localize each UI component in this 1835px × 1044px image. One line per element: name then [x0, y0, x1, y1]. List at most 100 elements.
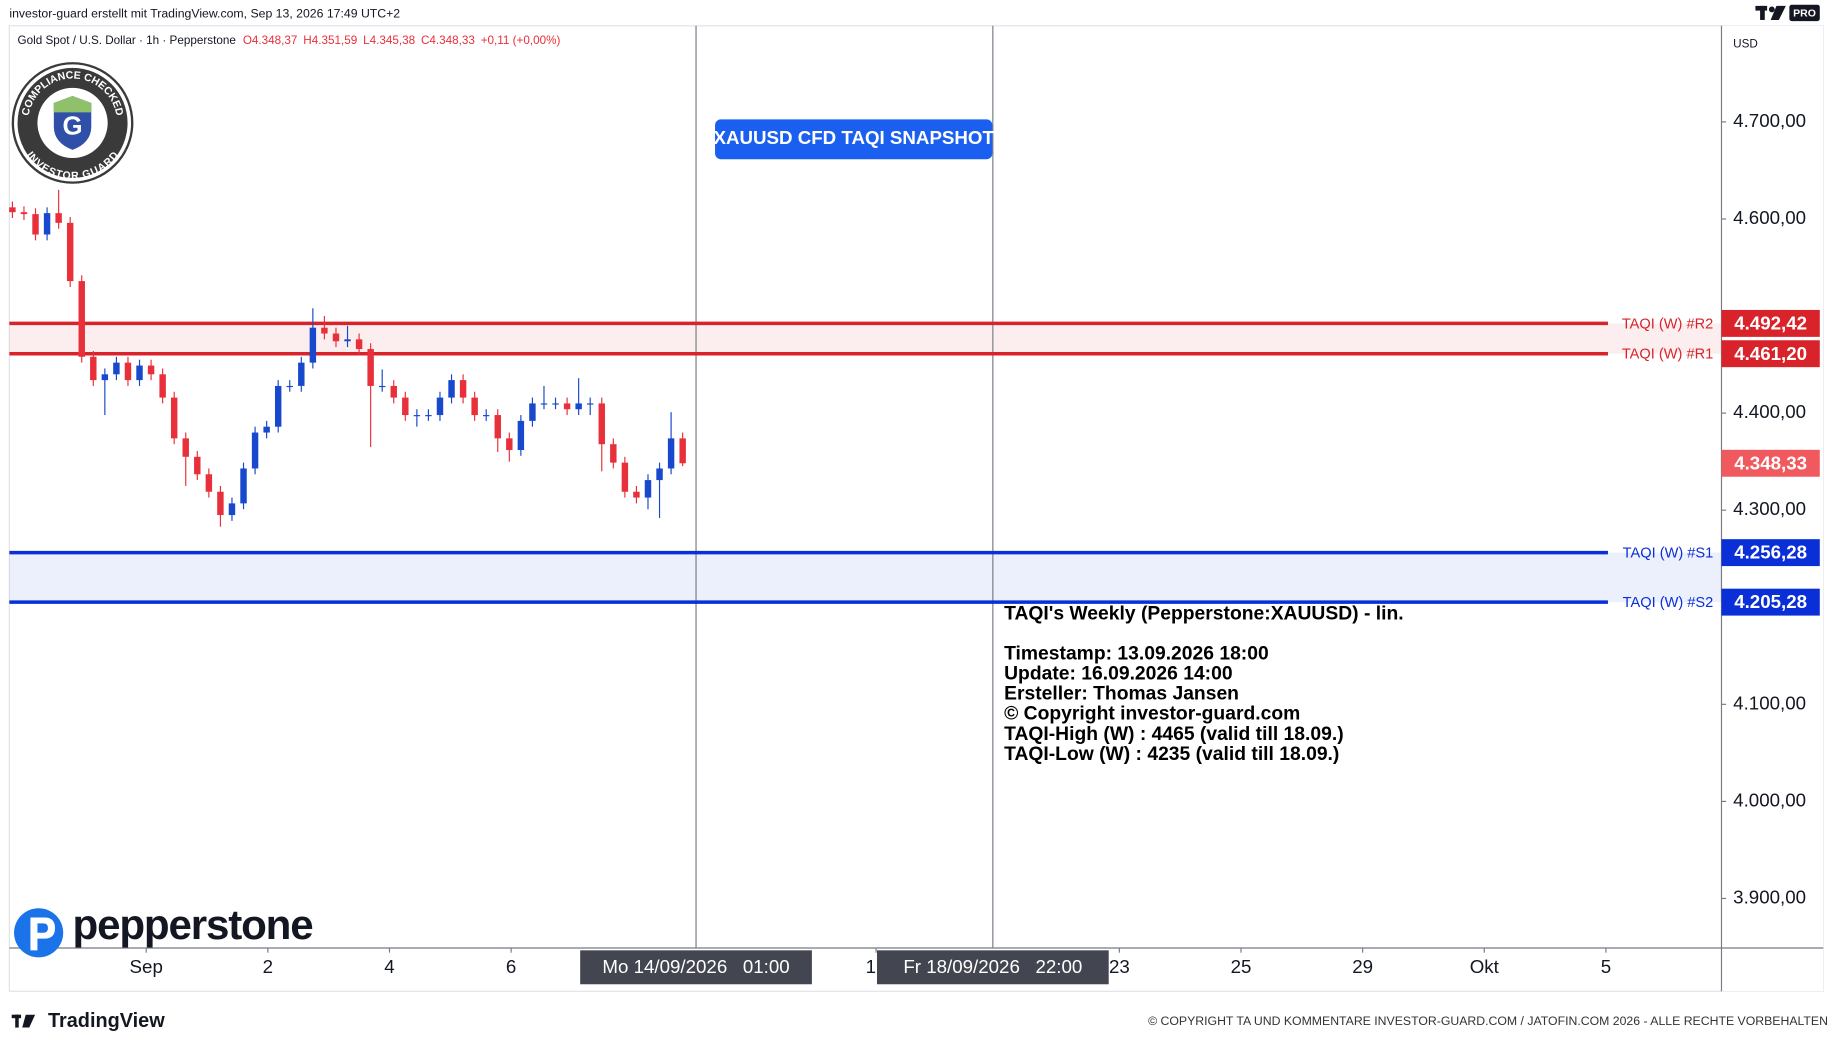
candle-body: [194, 456, 201, 475]
candle-body: [251, 432, 259, 469]
candle-body: [217, 491, 224, 516]
candle-body: [240, 468, 247, 504]
candle-body: [66, 222, 74, 282]
candle-body: [147, 365, 155, 375]
candle-body: [402, 397, 409, 416]
y-tick-label: 4.700,00: [1733, 110, 1806, 131]
candle-body: [506, 438, 513, 451]
candle-body: [367, 349, 374, 386]
x-tick-label: 23: [1109, 956, 1130, 977]
candle-body: [159, 374, 166, 398]
note-title: TAQI's Weekly (Pepperstone:XAUUSD) - lin…: [1004, 604, 1404, 625]
badge-letter: G: [63, 112, 83, 140]
candle-body: [425, 415, 432, 417]
candle-body: [124, 362, 132, 381]
note-line: TAQI-Low (W) : 4235 (valid till 18.09.): [1004, 744, 1339, 765]
badge-shield-top: [53, 96, 92, 113]
candle-body: [610, 444, 617, 463]
candle-body: [55, 213, 62, 223]
candle-body: [205, 474, 213, 492]
level-name: TAQI (W) #R2: [1622, 316, 1713, 332]
logo-badge: [1789, 4, 1820, 22]
snapshot-button-text: XAUUSD CFD TAQI SNAPSHOT: [713, 127, 994, 148]
candle-body: [182, 438, 189, 457]
candle-body: [78, 281, 85, 357]
y-tick-label: 3.900,00: [1733, 886, 1806, 907]
candle-body: [679, 438, 686, 464]
axis-bg: [1721, 25, 1824, 992]
marker-box: [876, 950, 1109, 985]
x-tick-label: Okt: [1470, 956, 1500, 977]
note-line: Ersteller: Thomas Jansen: [1004, 684, 1239, 705]
candle-body: [170, 397, 178, 439]
candle-body: [494, 415, 501, 439]
candle-body: [309, 327, 317, 363]
candle-body: [20, 212, 28, 215]
note-line: © Copyright investor-guard.com: [1004, 704, 1300, 725]
x-tick-label: 4: [384, 956, 394, 977]
y-tick-label: 4.000,00: [1733, 789, 1806, 810]
legend-value: +0,11 (+0,00%): [481, 34, 561, 47]
candle-body: [263, 426, 270, 433]
candle-body: [621, 462, 629, 492]
candle-body: [448, 380, 455, 398]
note-line: Update: 16.09.2026 14:00: [1004, 663, 1232, 684]
candle-body: [332, 333, 340, 342]
currency: USD: [1733, 38, 1758, 51]
tv-logo: PRO: [1755, 4, 1820, 22]
snapshot-button: [715, 119, 993, 160]
broker-name: pepperstone: [73, 901, 313, 948]
x-tick-label: 29: [1352, 956, 1373, 977]
y-tick-label: 4.400,00: [1733, 401, 1806, 422]
marker-label: Mo 14/09/2026 01:00: [602, 956, 789, 977]
candle-body: [586, 403, 594, 405]
legend-value: H4.351,59: [303, 34, 357, 47]
x-tick-label: 5: [1601, 956, 1611, 977]
broker-logo: pepperstone: [14, 901, 314, 958]
level-name: TAQI (W) #R1: [1622, 347, 1713, 363]
candle-body: [298, 362, 305, 386]
candle-body: [43, 213, 51, 235]
footer-copyright: © COPYRIGHT TA UND KOMMENTARE INVESTOR-G…: [1148, 1014, 1828, 1028]
note-line: Timestamp: 13.09.2026 18:00: [1004, 643, 1269, 664]
level-name: TAQI (W) #S1: [1623, 546, 1714, 562]
candle-body: [321, 327, 328, 334]
candle-body: [378, 385, 386, 388]
candle-body: [9, 207, 16, 213]
candle-body: [517, 420, 525, 451]
level-price-box: [1721, 539, 1820, 567]
footer-brand: TradingView: [48, 1010, 165, 1032]
level-price-label: 4.492,42: [1734, 313, 1807, 334]
legend-value: O4.348,37: [243, 34, 298, 47]
candle-body: [482, 415, 490, 417]
note-line: TAQI-High (W) : 4465 (valid till 18.09.): [1004, 724, 1344, 745]
level-zone: [9, 552, 1722, 603]
logo-badge-text: PRO: [1793, 7, 1816, 19]
y-tick-label: 4.300,00: [1733, 498, 1806, 519]
y-tick-label: 4.600,00: [1733, 207, 1806, 228]
candle-body: [390, 385, 397, 398]
level-price-box: [1721, 309, 1820, 337]
candle-body: [563, 403, 571, 410]
level-price-label: 4.205,28: [1734, 591, 1807, 612]
level-price-label: 4.461,20: [1734, 343, 1807, 364]
level-price-box: [1721, 340, 1820, 368]
last-price-box: [1721, 449, 1820, 477]
footer-logo-part: [15, 1014, 19, 1028]
candle-body: [274, 385, 282, 427]
legend-value: L4.345,38: [363, 34, 415, 47]
symbol-line: Gold Spot / U.S. Dollar · 1h · Peppersto…: [18, 34, 236, 47]
footer: TradingView © COPYRIGHT TA UND KOMMENTAR…: [11, 1010, 1828, 1032]
candle-body: [540, 403, 548, 405]
price-axis: USD 4.700,00 4.600,00 4.400,00 4.300,00 4.10…: [1720, 25, 1824, 992]
candle-body: [228, 503, 236, 516]
level-price-box: [1721, 588, 1820, 616]
candle-body: [633, 491, 640, 498]
legend-value: C4.348,33: [421, 34, 475, 47]
legend: Gold Spot / U.S. Dollar · 1h · Peppersto…: [18, 34, 561, 47]
level-zone: [9, 323, 1722, 354]
x-tick-label: 25: [1231, 956, 1252, 977]
